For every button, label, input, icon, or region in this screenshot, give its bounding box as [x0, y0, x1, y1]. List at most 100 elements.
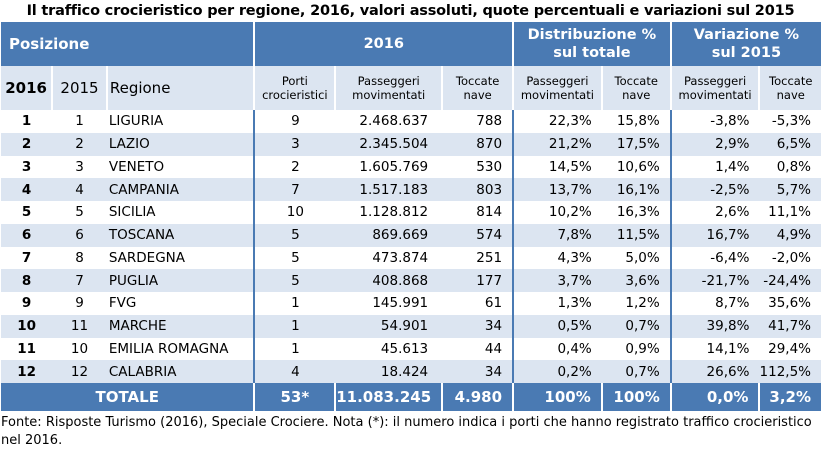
ports-count: 7: [253, 178, 336, 201]
region-name: LAZIO: [106, 132, 255, 156]
var-ship-calls: 29,4%: [768, 340, 811, 357]
dist-ship-calls: 15,8%: [616, 113, 660, 130]
passengers: 2.468.637: [359, 113, 429, 130]
table-row: 7 8 SARDEGNA 5 473.874 251 4,3% 5,0% -6,4% -2,0%: [1, 246, 821, 270]
position-2016: 9: [21, 295, 32, 312]
ports-count: 9: [253, 110, 336, 133]
subheader-regione: Regione: [106, 66, 256, 110]
position-2016: 11: [17, 340, 36, 357]
table-row: 6 6 TOSCANA 5 869.669 574 7,8% 11,5% 16,7% 4,9%: [1, 223, 821, 247]
table-title: Il traffico crocieristico per regione, 2…: [26, 3, 795, 19]
subheader-row: 2016 2015 Regione Porti crocieristici Pas…: [1, 66, 821, 110]
total-row: TOTALE 53* 11.083.245 4.980 100% 100% 0,…: [1, 383, 821, 411]
total-dist-toccate: 100%: [601, 383, 672, 411]
subheader-var-toccate-l2: nave: [776, 88, 805, 102]
header-distribuzione: Distribuzione % sul totale: [513, 22, 672, 66]
var-ship-calls: 6,5%: [759, 132, 821, 156]
var-ship-calls: -5,3%: [771, 113, 811, 130]
passengers: 408.868: [335, 269, 443, 292]
header-variazione-line1: Variazione %: [693, 27, 799, 43]
position-2015: 5: [75, 204, 84, 221]
table-body: 1 1 LIGURIA 9 2.468.637 788 22,3% 15,8% -3,8% -5,…: [1, 110, 821, 383]
var-ship-calls: 0,8%: [776, 158, 811, 175]
ship-calls: 814: [476, 204, 503, 221]
ports-count: 5: [253, 269, 336, 292]
position-2015: 6: [52, 223, 107, 247]
passengers: 1.517.183: [335, 178, 443, 201]
ports-count: 5: [253, 223, 336, 247]
position-2015: 3: [75, 158, 84, 175]
ports-count: 1: [253, 314, 336, 338]
region-name: CAMPANIA: [106, 178, 255, 201]
var-passengers: 16,7%: [669, 223, 760, 247]
subheader-var-passeggeri-l1: Passeggeri: [684, 74, 747, 88]
position-2015: 9: [75, 295, 84, 312]
ship-calls: 803: [442, 178, 514, 201]
table-row: 12 12 CALABRIA 4 18.424 34 0,2% 0,7% 26,6% 112,5%: [1, 360, 821, 383]
region-name: LIGURIA: [108, 113, 164, 130]
subheader-toccate-l2: nave: [463, 88, 492, 102]
source-footnote: Fonte: Risposte Turismo (2016), Speciale…: [1, 415, 812, 448]
total-toccate: 4.980: [442, 383, 515, 411]
ship-calls: 44: [484, 340, 503, 357]
total-var-passeggeri: 0,0%: [670, 383, 761, 411]
var-ship-calls: -2,0%: [771, 249, 811, 266]
dist-ship-calls: 17,5%: [601, 132, 671, 156]
ship-calls: 177: [442, 269, 514, 292]
passengers: 1.128.812: [359, 204, 429, 221]
dist-passengers: 10,2%: [512, 201, 602, 224]
dist-passengers: 0,5%: [512, 314, 602, 338]
subheader-porti: Porti crocieristici: [254, 66, 337, 110]
subheader-passeggeri-l2: movimentati: [352, 88, 426, 102]
passengers: 1.605.769: [359, 158, 429, 175]
dist-ship-calls: 3,6%: [601, 269, 671, 292]
table-row: 11 10 EMILIA ROMAGNA 1 45.613 44 0,4% 0,9% 14,1%…: [1, 337, 821, 361]
var-ship-calls: 35,6%: [768, 295, 811, 312]
ship-calls: 530: [476, 158, 503, 175]
passengers: 145.991: [372, 295, 429, 312]
ship-calls: 61: [484, 295, 503, 312]
total-porti: 53*: [254, 383, 337, 411]
subheader-dist-passeggeri-l1: Passeggeri: [526, 74, 589, 88]
passengers: 54.901: [335, 314, 443, 338]
cruise-traffic-table: Posizione 2016 Distribuzione % sul total…: [1, 22, 821, 411]
var-passengers: 2,9%: [669, 132, 760, 156]
region-name: EMILIA ROMAGNA: [108, 340, 229, 357]
header-distribuzione-line1: Distribuzione %: [527, 27, 657, 43]
header-variazione-line2: sul 2015: [711, 45, 782, 61]
total-label: TOTALE: [1, 383, 256, 411]
dist-ship-calls: 11,5%: [601, 223, 671, 247]
position-2015: 7: [52, 269, 107, 292]
total-var-toccate: 3,2%: [759, 383, 821, 411]
ship-calls: 251: [476, 249, 503, 266]
total-dist-passeggeri: 100%: [513, 383, 603, 411]
position-2015: 8: [75, 249, 84, 266]
ports-count: 1: [253, 337, 336, 361]
position-2016: 12: [1, 360, 53, 383]
table-row: 1 1 LIGURIA 9 2.468.637 788 22,3% 15,8% -3,8% -5,…: [1, 110, 821, 133]
region-name: VENETO: [108, 158, 165, 175]
ship-calls: 870: [442, 132, 514, 156]
dist-passengers: 3,7%: [512, 269, 602, 292]
dist-passengers: 7,8%: [512, 223, 602, 247]
position-2016: 1: [21, 113, 32, 130]
subheader-var-passeggeri: Passeggeri movimentati: [670, 66, 761, 110]
position-2016: 8: [1, 269, 53, 292]
ports-count: 2: [253, 155, 336, 179]
position-2015: 12: [52, 360, 107, 383]
position-2016: 5: [21, 204, 32, 221]
passengers: 2.345.504: [335, 132, 443, 156]
region-name: PUGLIA: [106, 269, 255, 292]
dist-passengers: 4,3%: [512, 246, 602, 270]
ports-count: 1: [253, 292, 336, 315]
subheader-dist-passeggeri: Passeggeri movimentati: [513, 66, 603, 110]
position-2016: 6: [1, 223, 53, 247]
dist-ship-calls: 0,7%: [601, 314, 671, 338]
var-ship-calls: 5,7%: [759, 178, 821, 201]
table-row: 4 4 CAMPANIA 7 1.517.183 803 13,7% 16,1% -2,5% 5,…: [1, 178, 821, 201]
position-2015: 11: [52, 314, 107, 338]
subheader-var-toccate-l1: Toccate: [769, 74, 813, 88]
position-2015: 2: [52, 132, 107, 156]
table-row: 2 2 LAZIO 3 2.345.504 870 21,2% 17,5% 2,9% 6,5%: [1, 132, 821, 156]
ports-count: 4: [253, 360, 336, 383]
